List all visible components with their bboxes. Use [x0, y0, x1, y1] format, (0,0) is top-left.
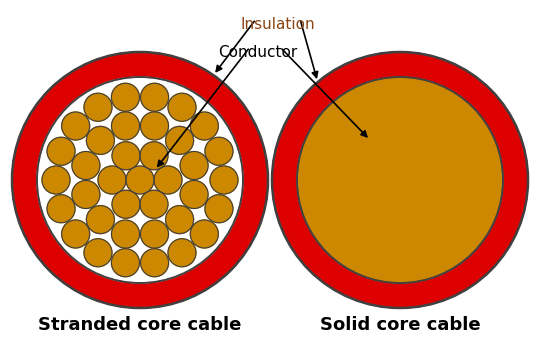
Circle shape [180, 152, 208, 180]
Text: Conductor: Conductor [218, 45, 297, 60]
Text: Insulation: Insulation [241, 17, 315, 32]
Circle shape [140, 142, 168, 170]
Circle shape [205, 137, 233, 165]
Circle shape [297, 77, 503, 283]
Circle shape [112, 220, 139, 248]
Circle shape [47, 195, 75, 223]
Circle shape [190, 112, 218, 140]
Circle shape [190, 220, 218, 248]
Circle shape [272, 52, 528, 308]
Circle shape [154, 166, 182, 194]
Circle shape [42, 166, 70, 194]
Circle shape [84, 93, 112, 121]
Circle shape [72, 152, 100, 180]
Circle shape [62, 112, 90, 140]
Circle shape [12, 52, 268, 308]
Circle shape [112, 142, 140, 170]
Circle shape [112, 249, 139, 277]
Circle shape [112, 112, 139, 140]
Circle shape [37, 77, 243, 283]
Circle shape [84, 239, 112, 267]
Circle shape [168, 239, 196, 267]
Circle shape [62, 220, 90, 248]
Circle shape [180, 180, 208, 208]
Circle shape [140, 112, 169, 140]
Circle shape [112, 190, 140, 218]
Circle shape [140, 249, 169, 277]
Circle shape [98, 166, 126, 194]
Circle shape [112, 83, 139, 111]
Circle shape [205, 195, 233, 223]
Text: Stranded core cable: Stranded core cable [38, 316, 241, 334]
Circle shape [126, 166, 154, 194]
Circle shape [87, 206, 114, 234]
Circle shape [165, 206, 194, 234]
Circle shape [87, 126, 114, 154]
Circle shape [140, 190, 168, 218]
Circle shape [140, 83, 169, 111]
Text: Solid core cable: Solid core cable [320, 316, 480, 334]
Circle shape [72, 180, 100, 208]
Circle shape [165, 126, 194, 154]
Circle shape [210, 166, 238, 194]
Circle shape [168, 93, 196, 121]
Circle shape [140, 220, 169, 248]
Circle shape [47, 137, 75, 165]
